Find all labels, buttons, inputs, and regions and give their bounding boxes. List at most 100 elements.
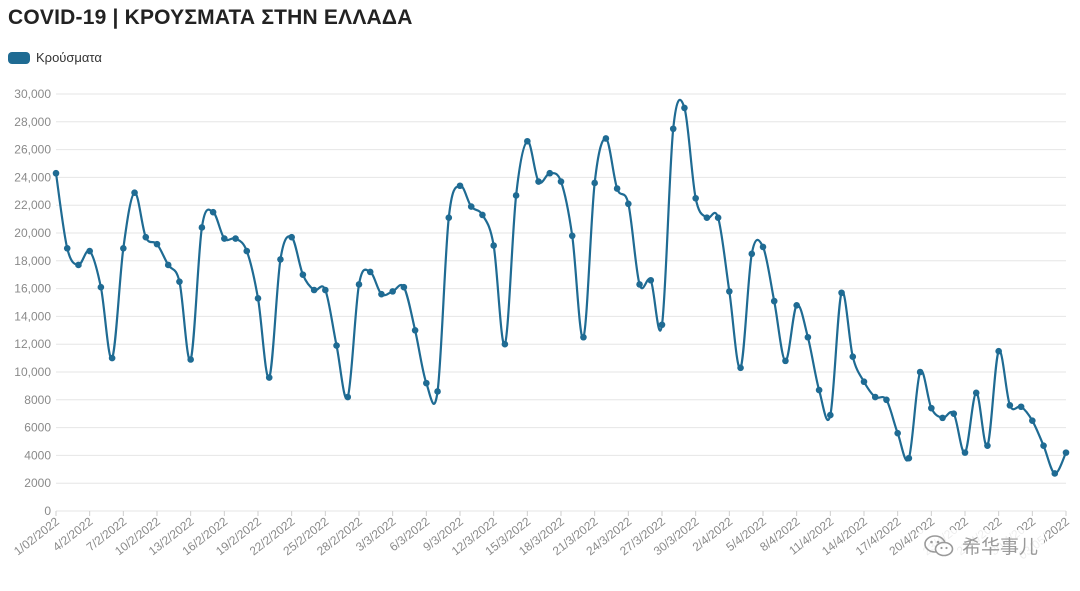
data-point [344, 393, 352, 401]
y-tick-label: 30,000 [14, 87, 51, 101]
data-point [759, 243, 767, 251]
y-tick-label: 20,000 [14, 226, 51, 240]
data-point [288, 233, 295, 241]
series-line [54, 98, 1067, 475]
data-point [221, 235, 228, 242]
data-point [75, 261, 82, 269]
y-tick-label: 16,000 [14, 282, 51, 296]
data-point [939, 414, 946, 422]
data-point [1017, 403, 1025, 411]
data-point [1006, 402, 1014, 409]
data-point [333, 342, 340, 349]
data-point [883, 396, 890, 404]
data-point [176, 278, 183, 285]
wechat-icon [924, 534, 954, 556]
data-point [714, 214, 722, 222]
data-point [681, 104, 688, 112]
data-point [748, 250, 756, 258]
y-tick-label: 22,000 [14, 198, 51, 212]
data-point [479, 211, 486, 219]
data-point [1062, 449, 1070, 456]
data-point [423, 379, 430, 387]
data-point [546, 169, 554, 177]
y-tick-label: 28,000 [14, 115, 51, 129]
data-point [142, 233, 150, 241]
data-point [299, 271, 307, 279]
y-tick-label: 14,000 [14, 309, 51, 323]
data-point [613, 185, 621, 192]
data-point [770, 297, 778, 305]
data-point [524, 137, 531, 145]
data-point [1040, 442, 1047, 449]
data-point [389, 288, 396, 295]
data-point [591, 179, 598, 187]
data-point [265, 374, 273, 381]
data-point [411, 327, 419, 334]
data-point [793, 301, 800, 309]
data-point [153, 240, 161, 248]
data-point [512, 192, 520, 199]
data-point [131, 189, 138, 196]
y-tick-label: 2000 [24, 476, 51, 490]
data-point [366, 268, 374, 276]
data-point [557, 178, 565, 185]
data-point [737, 364, 744, 372]
data-point [456, 182, 464, 190]
data-point [984, 442, 991, 449]
data-point [400, 283, 408, 291]
data-point [187, 356, 194, 363]
data-point [905, 454, 913, 462]
watermark-text: 希华事儿 [961, 536, 1038, 558]
y-tick-label: 8000 [24, 393, 51, 407]
y-tick-label: 10,000 [14, 365, 51, 379]
y-tick-label: 24,000 [14, 170, 51, 184]
data-point [692, 194, 699, 202]
y-tick-label: 0 [44, 504, 51, 518]
data-point [254, 295, 262, 302]
legend-swatch [8, 51, 30, 64]
data-point [647, 276, 655, 284]
data-point [108, 354, 116, 362]
data-point [894, 429, 901, 437]
data-point [972, 389, 980, 397]
data-point [232, 235, 239, 242]
data-point [726, 288, 733, 295]
legend-label: Κρούσματα [36, 50, 102, 65]
data-point [849, 353, 857, 361]
data-point [602, 135, 610, 142]
data-point [97, 283, 105, 291]
data-point [815, 386, 823, 394]
data-point [86, 247, 93, 255]
data-point [535, 178, 542, 185]
data-point [871, 393, 879, 401]
data-point [277, 256, 284, 263]
y-tick-label: 26,000 [14, 143, 51, 157]
y-tick-label: 18,000 [14, 254, 51, 268]
data-point [669, 125, 677, 133]
data-point [961, 449, 969, 456]
data-point [52, 169, 60, 177]
data-point [580, 333, 587, 341]
data-point [782, 357, 789, 365]
chart-title: COVID-19 | ΚΡΟΥΣΜΑΤΑ ΣΤΗΝ ΕΛΛΑΔΑ [8, 6, 413, 29]
data-point [636, 281, 643, 288]
data-point [827, 411, 834, 419]
legend: Κρούσματα [8, 50, 102, 65]
data-point [916, 368, 924, 376]
data-point [63, 244, 71, 252]
data-point [467, 203, 475, 210]
data-point [804, 333, 812, 341]
data-point [445, 214, 453, 222]
data-point [703, 214, 711, 222]
y-tick-label: 12,000 [14, 337, 51, 351]
data-point [164, 261, 172, 269]
data-point [322, 286, 329, 294]
y-tick-label: 4000 [24, 448, 51, 462]
data-point [860, 378, 868, 386]
y-tick-label: 6000 [24, 421, 51, 435]
data-point [434, 388, 441, 395]
data-point [950, 410, 958, 418]
watermark: 希华事儿 [917, 530, 1044, 561]
data-point [995, 347, 1002, 355]
